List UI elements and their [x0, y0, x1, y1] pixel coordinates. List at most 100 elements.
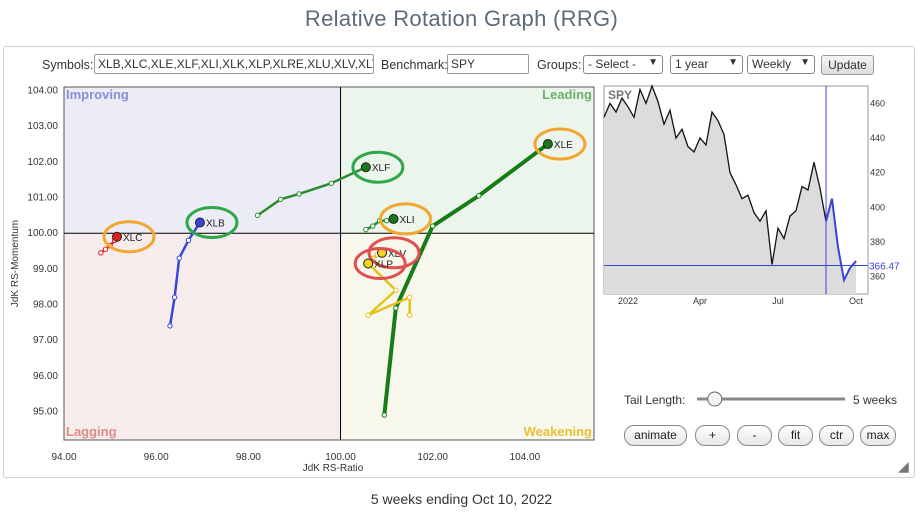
- zoom-out-button[interactable]: -: [737, 425, 772, 446]
- slider-handle[interactable]: [707, 391, 723, 407]
- groups-select[interactable]: - Select - ▼: [583, 55, 663, 74]
- tail-point: [393, 305, 399, 311]
- tail-point: [296, 191, 302, 197]
- tail-length-label: Tail Length:: [624, 393, 686, 407]
- y-tick-label: 99.00: [33, 264, 58, 275]
- quadrant-label-improving: Improving: [66, 87, 129, 102]
- tail-point: [98, 250, 104, 256]
- footer-caption: 5 weeks ending Oct 10, 2022: [370, 491, 553, 507]
- highlight-ring-xlb: [185, 205, 239, 239]
- symbol-label-xli: XLI: [400, 215, 415, 226]
- y-tick-label: 104.00: [27, 86, 58, 97]
- tail-point: [365, 312, 371, 318]
- tail-xlv: XLV: [367, 236, 421, 270]
- center-button[interactable]: ctr: [819, 425, 854, 446]
- x-tick-label: 98.00: [236, 452, 261, 463]
- y-tick-label: 98.00: [33, 300, 58, 311]
- interval-select[interactable]: Weekly ▼: [747, 55, 815, 74]
- spy-y-tick-label: 400: [870, 202, 885, 212]
- highlight-ring-xlc: [102, 220, 156, 254]
- y-tick-label: 97.00: [33, 335, 58, 346]
- plot-frame: [63, 86, 595, 441]
- tail-point: [406, 312, 413, 318]
- spy-x-tick-label: Apr: [693, 296, 707, 306]
- x-tick-label: 96.00: [144, 452, 169, 463]
- symbols-input[interactable]: XLB,XLC,XLE,XLF,XLI,XLK,XLP,XLRE,XLU,XLV…: [94, 54, 374, 74]
- tail-xle: XLE: [381, 127, 587, 418]
- period-select-value: 1 year: [675, 57, 709, 71]
- spy-mini-chart: 460 440 420 400 380 360 2022 Apr Jul Oct SPY 366.…: [603, 84, 900, 306]
- symbol-label-xlf: XLF: [372, 163, 390, 174]
- spy-x-tick-label: Jul: [772, 296, 784, 306]
- x-tick-label: 94.00: [51, 452, 76, 463]
- symbol-label-xlb: XLB: [206, 218, 225, 229]
- head-point-xlf: [360, 162, 371, 173]
- head-point-xli: [388, 213, 399, 224]
- tail-xlp: XLP: [353, 247, 413, 318]
- x-tick-label: 102.00: [417, 452, 448, 463]
- spy-x-tick-label: Oct: [849, 296, 864, 306]
- tail-length-slider[interactable]: [697, 391, 845, 407]
- zoom-in-button[interactable]: +: [695, 425, 730, 446]
- quadrant-leading: [340, 87, 594, 234]
- groups-label: Groups:: [537, 58, 582, 72]
- tail-xlc: XLC: [98, 220, 156, 256]
- head-point-xlp: [363, 258, 374, 269]
- tail-point: [277, 196, 284, 203]
- update-button[interactable]: Update: [821, 55, 874, 75]
- tail-point: [328, 180, 335, 186]
- y-tick-label: 100.00: [27, 228, 58, 239]
- fit-button[interactable]: fit: [778, 425, 813, 446]
- quadrant-lagging: [64, 233, 341, 440]
- tail-length-value: 5 weeks: [853, 393, 898, 407]
- symbol-label-xlp: XLP: [374, 260, 393, 271]
- tail-point: [383, 218, 390, 224]
- animate-button[interactable]: animate: [624, 425, 687, 446]
- benchmark-input[interactable]: SPY: [447, 54, 529, 74]
- interval-select-value: Weekly: [752, 57, 792, 71]
- symbol-label-xle: XLE: [554, 140, 573, 151]
- tail-point: [476, 193, 482, 199]
- spy-price-line: [603, 84, 857, 283]
- quadrant-improving: [64, 87, 341, 234]
- tail-point: [176, 255, 182, 261]
- tail-point: [370, 223, 376, 229]
- spy-chart-title: SPY: [608, 88, 632, 102]
- tail-xlb: XLB: [167, 205, 239, 329]
- x-tick-label: 104.00: [510, 452, 541, 463]
- quadrant-label-leading: Leading: [542, 87, 592, 102]
- tail-point: [171, 294, 178, 301]
- x-axis-label: JdK RS-Ratio: [303, 463, 364, 474]
- spy-y-tick-label: 360: [870, 272, 885, 282]
- toolbar: Symbols: XLB,XLC,XLE,XLF,XLI,XLK,XLP,XLR…: [0, 54, 923, 76]
- period-select[interactable]: 1 year ▼: [670, 55, 743, 74]
- spy-y-tick-label: 380: [870, 237, 885, 247]
- x-tick-label: 100.00: [325, 452, 356, 463]
- y-axis-label: JdK RS-Momentum: [10, 220, 21, 307]
- tail-point: [254, 212, 261, 219]
- y-tick-label: 103.00: [27, 121, 58, 132]
- highlight-ring-xle: [533, 127, 587, 161]
- tail-point: [406, 294, 413, 301]
- tail-point: [363, 226, 369, 233]
- tail-point: [381, 412, 388, 418]
- resize-handle-icon[interactable]: ◢: [898, 458, 909, 474]
- quadrant-label-weakening: Weakening: [524, 424, 592, 439]
- spy-y-tick-label: 440: [870, 133, 885, 143]
- symbol-label-xlc: XLC: [123, 233, 142, 244]
- spy-recent-price-line: [825, 198, 857, 284]
- head-point-xlc: [112, 231, 122, 242]
- y-tick-label: 101.00: [27, 193, 58, 204]
- symbols-label: Symbols:: [42, 58, 94, 72]
- head-point-xle: [542, 139, 553, 150]
- highlight-ring-xlv: [367, 236, 421, 270]
- spy-y-tick-label: 420: [870, 168, 885, 178]
- benchmark-label: Benchmark:: [381, 58, 448, 72]
- max-button[interactable]: max: [860, 425, 896, 446]
- page-title: Relative Rotation Graph (RRG): [304, 6, 619, 31]
- spy-y-tick-label: 460: [870, 98, 885, 108]
- groups-select-value: - Select -: [588, 57, 637, 71]
- spy-x-tick-label: 2022: [618, 296, 638, 306]
- spy-last-value: 366.47: [869, 261, 900, 272]
